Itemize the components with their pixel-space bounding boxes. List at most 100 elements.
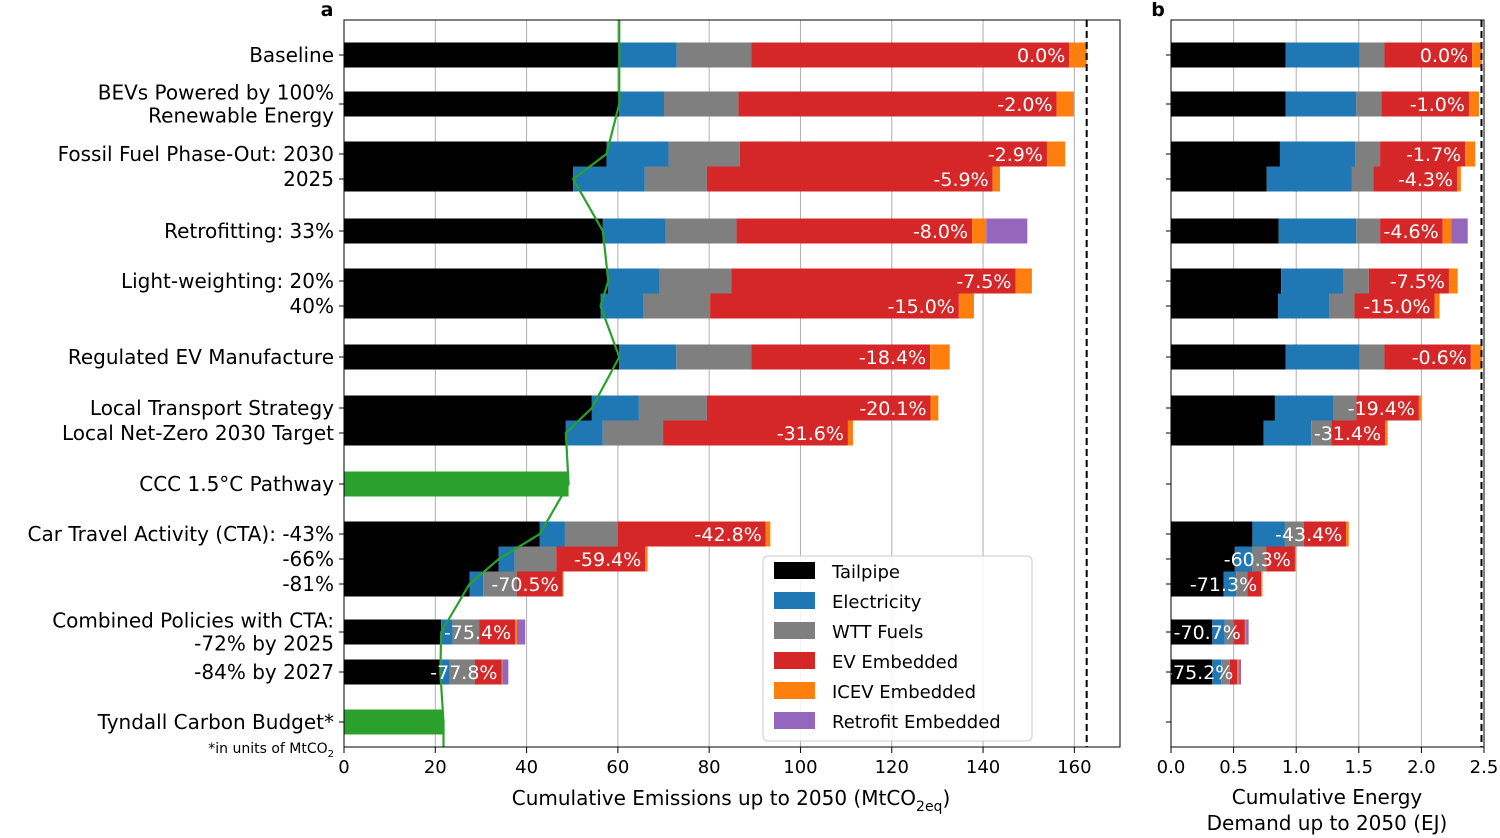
bar-segment-ev-embedded — [751, 42, 1070, 68]
bar-segment-electricity — [608, 268, 660, 294]
bar-segment-wtt-fuels — [659, 268, 732, 294]
bar-segment-wtt-fuels — [1359, 42, 1385, 68]
category-label: 2025 — [283, 167, 334, 191]
x-tick-label: 2.5 — [1470, 757, 1499, 778]
category-label: CCC 1.5°C Pathway — [139, 472, 334, 496]
bar-segment-tailpipe — [1171, 42, 1286, 68]
bar-segment-ev-embedded — [617, 521, 766, 547]
bar-segment-icev-embedded — [1261, 571, 1263, 597]
data-label: -31.6% — [777, 423, 844, 445]
bar-segment-wtt-fuels — [1311, 420, 1332, 446]
category-label-line: Tyndall Carbon Budget* — [97, 710, 334, 734]
category-label: -84% by 2027 — [194, 660, 334, 684]
category-label-line: Retrofitting: 33% — [164, 219, 334, 243]
bar-segment-electricity — [619, 42, 677, 68]
category-label-line: Light-weighting: 20% — [121, 269, 334, 293]
bar-segment-tailpipe — [1171, 141, 1280, 167]
bar-segment-electricity — [1212, 619, 1225, 645]
bar-segment-icev-embedded — [1465, 141, 1476, 167]
data-label: -1.7% — [1406, 144, 1461, 166]
bar-segment-ev-embedded — [479, 619, 516, 645]
panel-b-x-ticks: 0.0 0.5 1.0 1.5 2.0 2.5 — [1157, 747, 1499, 778]
bar-segment-icev-embedded — [1468, 91, 1479, 117]
legend-label: Electricity — [832, 592, 922, 613]
bar-segment-wtt-fuels — [642, 293, 711, 319]
bar-segment-electricity — [1266, 166, 1352, 192]
legend-label: EV Embedded — [832, 652, 958, 673]
category-label-line: BEVs Powered by 100% — [98, 81, 334, 105]
bar-segment-ev-embedded — [736, 218, 973, 244]
data-label: -31.4% — [1314, 423, 1381, 445]
bar-segment-icev-embedded — [1294, 546, 1297, 572]
bar-segment-tailpipe — [344, 619, 442, 645]
panel-a-frame — [343, 19, 1121, 748]
category-label-line: Combined Policies with CTA: — [52, 609, 334, 633]
bar-segment-ev-embedded — [517, 571, 563, 597]
bar-segment-icev-embedded — [1056, 91, 1074, 117]
data-label: -15.0% — [1363, 296, 1430, 318]
bar-segment-wtt-fuels — [602, 420, 664, 446]
bar-segment-wtt-fuels — [665, 218, 737, 244]
data-label: -2.0% — [997, 94, 1052, 116]
bar-segment-wtt-fuels — [663, 91, 739, 117]
bar-segment-icev-embedded — [1046, 141, 1066, 167]
bar-segment-ev-embedded — [1373, 166, 1458, 192]
panel-b-bars — [1171, 42, 1483, 685]
data-label: 0.0% — [1017, 45, 1065, 67]
data-label: -19.4% — [1348, 398, 1415, 420]
x-tick-label: 20 — [424, 757, 447, 778]
bar-segment-ev-embedded — [1384, 344, 1471, 370]
bar-segment-wtt-fuels — [483, 571, 518, 597]
footnote: *in units of MtCO2 — [208, 741, 334, 760]
data-label: -43.4% — [1275, 524, 1342, 546]
bar-segment-tailpipe — [344, 141, 607, 167]
x-tick-label: 40 — [515, 757, 538, 778]
category-label: Fossil Fuel Phase-Out: 2030 — [58, 142, 334, 166]
x-tick-label: 100 — [783, 757, 817, 778]
bar-segment-electricity — [619, 344, 677, 370]
bar-segment-wtt-fuels — [676, 42, 752, 68]
legend-swatch — [774, 652, 815, 669]
bar-segment-ev-embedded — [731, 268, 1016, 294]
bar-segment-icev-embedded — [972, 218, 987, 244]
bar-segment-ev-embedded — [1381, 91, 1469, 117]
bar-segment-wtt-fuels — [1351, 166, 1374, 192]
bar-segment-wtt-fuels — [1224, 619, 1234, 645]
bar-segment-retrofit-embedded — [1238, 659, 1242, 685]
bar-segment-tailpipe — [344, 546, 499, 572]
bar-segment-icev-embedded — [1069, 42, 1087, 68]
category-label-line: 40% — [290, 294, 334, 318]
data-label: -7.5% — [1390, 271, 1445, 293]
bar-segment-tailpipe — [1171, 91, 1286, 117]
category-label: 40% — [290, 294, 334, 318]
bar-segment-ev-embedded — [738, 91, 1057, 117]
data-label: -5.9% — [934, 169, 989, 191]
bar-segment-tailpipe — [1171, 521, 1253, 547]
bar-segment-wtt-fuels — [564, 521, 618, 547]
bar-segment-icev-embedded — [1346, 521, 1349, 547]
panel-a-label: a — [321, 0, 334, 21]
bar-segment-electricity — [591, 395, 639, 421]
category-label: -81% — [282, 572, 334, 596]
bar-segment-icev-embedded — [1237, 659, 1239, 685]
bar-segment-electricity — [1263, 420, 1312, 446]
bar-segment-ev-embedded — [1266, 546, 1295, 572]
legend-label: Retrofit Embedded — [832, 712, 1001, 733]
budget-bar — [344, 709, 444, 735]
bar-segment-electricity — [1285, 42, 1360, 68]
bar-segment-electricity — [565, 420, 603, 446]
bar-segment-retrofit-embedded — [517, 619, 526, 645]
budget-bar — [344, 471, 569, 497]
bar-segment-wtt-fuels — [452, 619, 480, 645]
legend-swatch — [774, 592, 815, 609]
bar-segment-electricity — [600, 293, 643, 319]
bar-segment-tailpipe — [344, 293, 601, 319]
bar-segment-wtt-fuels — [644, 166, 707, 192]
panel-a-trajectory-line — [439, 20, 621, 747]
panel-b-x-axis-title-line-1: Cumulative Energy — [1232, 785, 1423, 809]
panel-b-x-axis-title-line-2: Demand up to 2050 (EJ) — [1207, 811, 1448, 835]
panel-b-frame — [1170, 19, 1485, 748]
x-tick-label: 160 — [1057, 757, 1091, 778]
bar-segment-wtt-fuels — [1343, 268, 1369, 294]
bar-segment-ev-embedded — [1233, 619, 1245, 645]
